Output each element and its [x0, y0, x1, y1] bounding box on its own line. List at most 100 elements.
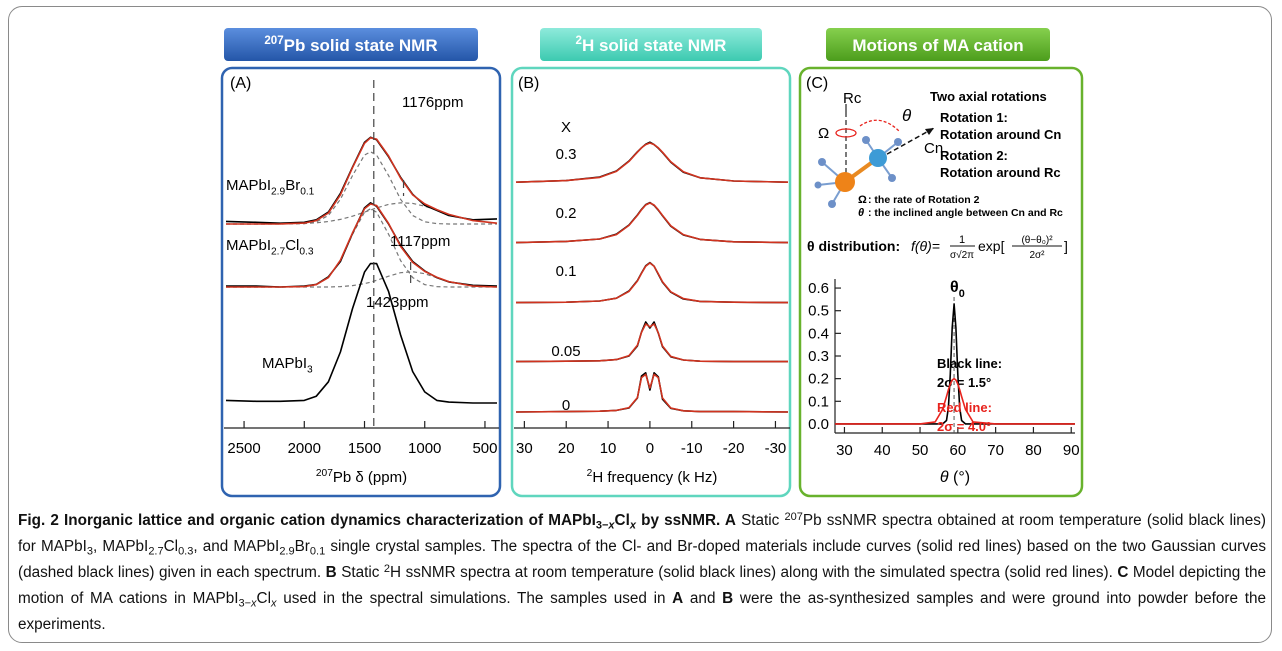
caption-text: were the as-synthesized samples and were… — [18, 590, 1266, 633]
caption-text: 0.1 — [309, 545, 326, 558]
x-tick-label: 0 — [646, 440, 654, 457]
caption-text: 2.9 — [279, 545, 295, 558]
x-tick-label: 10 — [600, 440, 617, 457]
x-tick-label: -20 — [723, 440, 745, 457]
molecule-diagram — [814, 104, 935, 208]
caption-text: Pb ssNMR spectra obtained at room temper… — [18, 512, 1266, 555]
spectrum-label: 0.3 — [556, 146, 577, 163]
panel-label: (B) — [518, 75, 539, 92]
figure-border — [8, 6, 1272, 643]
spectrum-label: 0.05 — [551, 343, 580, 360]
legend-name: Black line: — [937, 356, 1002, 371]
legend-name: Red line: — [937, 400, 992, 415]
text-part: 0.1 — [300, 187, 314, 198]
spectrum-label: 0 — [562, 397, 570, 414]
rotation-text: Rotation around Cn — [940, 127, 1061, 142]
caption-text: Cl — [163, 538, 179, 555]
caption-text: B — [325, 564, 337, 581]
caption-text: single crystal samples. The spectra of t… — [18, 538, 1266, 581]
caption-text: Static — [735, 512, 785, 529]
legend-label: 2σ = 1.5° — [937, 375, 991, 390]
text-part: 2.9 — [271, 187, 285, 198]
caption-text: H ssNMR spectra at room temperature (sol… — [390, 564, 1118, 581]
header-box — [224, 28, 478, 61]
x-tick-label: -30 — [765, 440, 787, 457]
caption-text: x — [251, 597, 257, 610]
caption-text: 207 — [784, 511, 803, 524]
series-title: X — [561, 119, 571, 136]
caption-text: 3− — [595, 519, 609, 532]
text-part: θ — [940, 469, 949, 486]
panel-frame — [510, 66, 792, 498]
spectrum-line — [515, 373, 789, 413]
x-tick-label: 80 — [1025, 442, 1042, 459]
caption-text: , MAPbI — [93, 538, 149, 555]
x-tick-label: 60 — [949, 442, 966, 459]
formula-num: (θ−θ₀)² — [1021, 235, 1053, 246]
text-part: θ — [950, 279, 959, 296]
caption-text: x — [271, 597, 277, 610]
x-tick-label: 90 — [1063, 442, 1080, 459]
text-part: Pb solid state NMR — [284, 36, 438, 55]
spectrum-line — [226, 137, 498, 225]
peak-label: 1117ppm — [390, 233, 450, 250]
caption-text: and — [683, 590, 723, 607]
text-part: Cl — [285, 237, 299, 254]
x-tick-label: 30 — [836, 442, 853, 459]
x-tick-label: 70 — [987, 442, 1004, 459]
x-tick-label: 50 — [912, 442, 929, 459]
x-tick-label: 30 — [516, 440, 533, 457]
caption-text: Fig. 2 Inorganic lattice and organic cat… — [18, 512, 596, 529]
text-part: 3 — [307, 365, 313, 376]
spectrum-label: 0.1 — [556, 263, 577, 280]
text-part: 2 — [576, 35, 582, 47]
spectrum-line — [515, 323, 788, 363]
center-label: θ0 — [950, 279, 965, 300]
formula-den: σ√2π — [950, 249, 974, 261]
text-part: Pb δ (ppm) — [333, 469, 407, 486]
text-part: MAPbI — [226, 237, 271, 254]
text-part: 0.3 — [299, 247, 313, 258]
x-tick-label: 2500 — [227, 440, 260, 457]
diagram-heading: Two axial rotations — [930, 89, 1047, 104]
text-part: 2 — [587, 468, 593, 479]
spectrum-line — [515, 202, 789, 244]
spectrum-label: 0.2 — [556, 205, 577, 222]
rotation-text: Rotation around Rc — [940, 165, 1061, 180]
x-tick-label: -10 — [681, 440, 703, 457]
spectrum-label: MAPbI2.9Br0.1 — [226, 177, 315, 198]
spectrum-line — [225, 262, 497, 404]
y-tick-label: 0.3 — [808, 348, 829, 365]
formula-den: 2σ² — [1029, 250, 1045, 261]
x-axis-title: 207Pb δ (ppm) — [316, 468, 407, 486]
note-text: : the inclined angle between Cn and Rc — [868, 207, 1063, 219]
caption-text: x — [608, 519, 615, 532]
panel-label: (C) — [806, 75, 828, 92]
panel-label: (A) — [230, 75, 251, 92]
note-symbol: Ω — [858, 194, 867, 206]
distribution-label: θ distribution: — [807, 238, 900, 254]
rotation-title: Rotation 2: — [940, 148, 1008, 163]
caption-text: 3− — [238, 597, 252, 610]
legend-label: 2σ = 4.0° — [937, 419, 991, 434]
formula-close: ] — [1064, 238, 1068, 254]
x-tick-label: 20 — [558, 440, 575, 457]
symbol: Ω — [818, 125, 829, 142]
text-part: MAPbI — [226, 177, 271, 194]
caption-text: Br — [294, 538, 310, 555]
caption-text: by ssNMR. — [635, 512, 725, 529]
x-axis-title: 2H frequency (k Hz) — [587, 468, 718, 486]
text-part: MAPbI — [262, 355, 307, 372]
y-tick-label: 0.5 — [808, 303, 829, 320]
panel-header: Motions of MA cation — [852, 36, 1023, 55]
y-tick-label: 0.6 — [808, 280, 829, 297]
caption-text: A — [672, 590, 684, 607]
spectrum-line — [515, 262, 789, 304]
caption-text: used in the spectral simulations. The sa… — [276, 590, 673, 607]
panel-frame — [220, 66, 502, 498]
text-part: 207 — [264, 35, 283, 47]
x-tick-label: 1000 — [408, 440, 441, 457]
text-part: 0 — [959, 288, 965, 300]
header-box — [826, 28, 1050, 61]
caption-text: 3 — [86, 545, 94, 558]
